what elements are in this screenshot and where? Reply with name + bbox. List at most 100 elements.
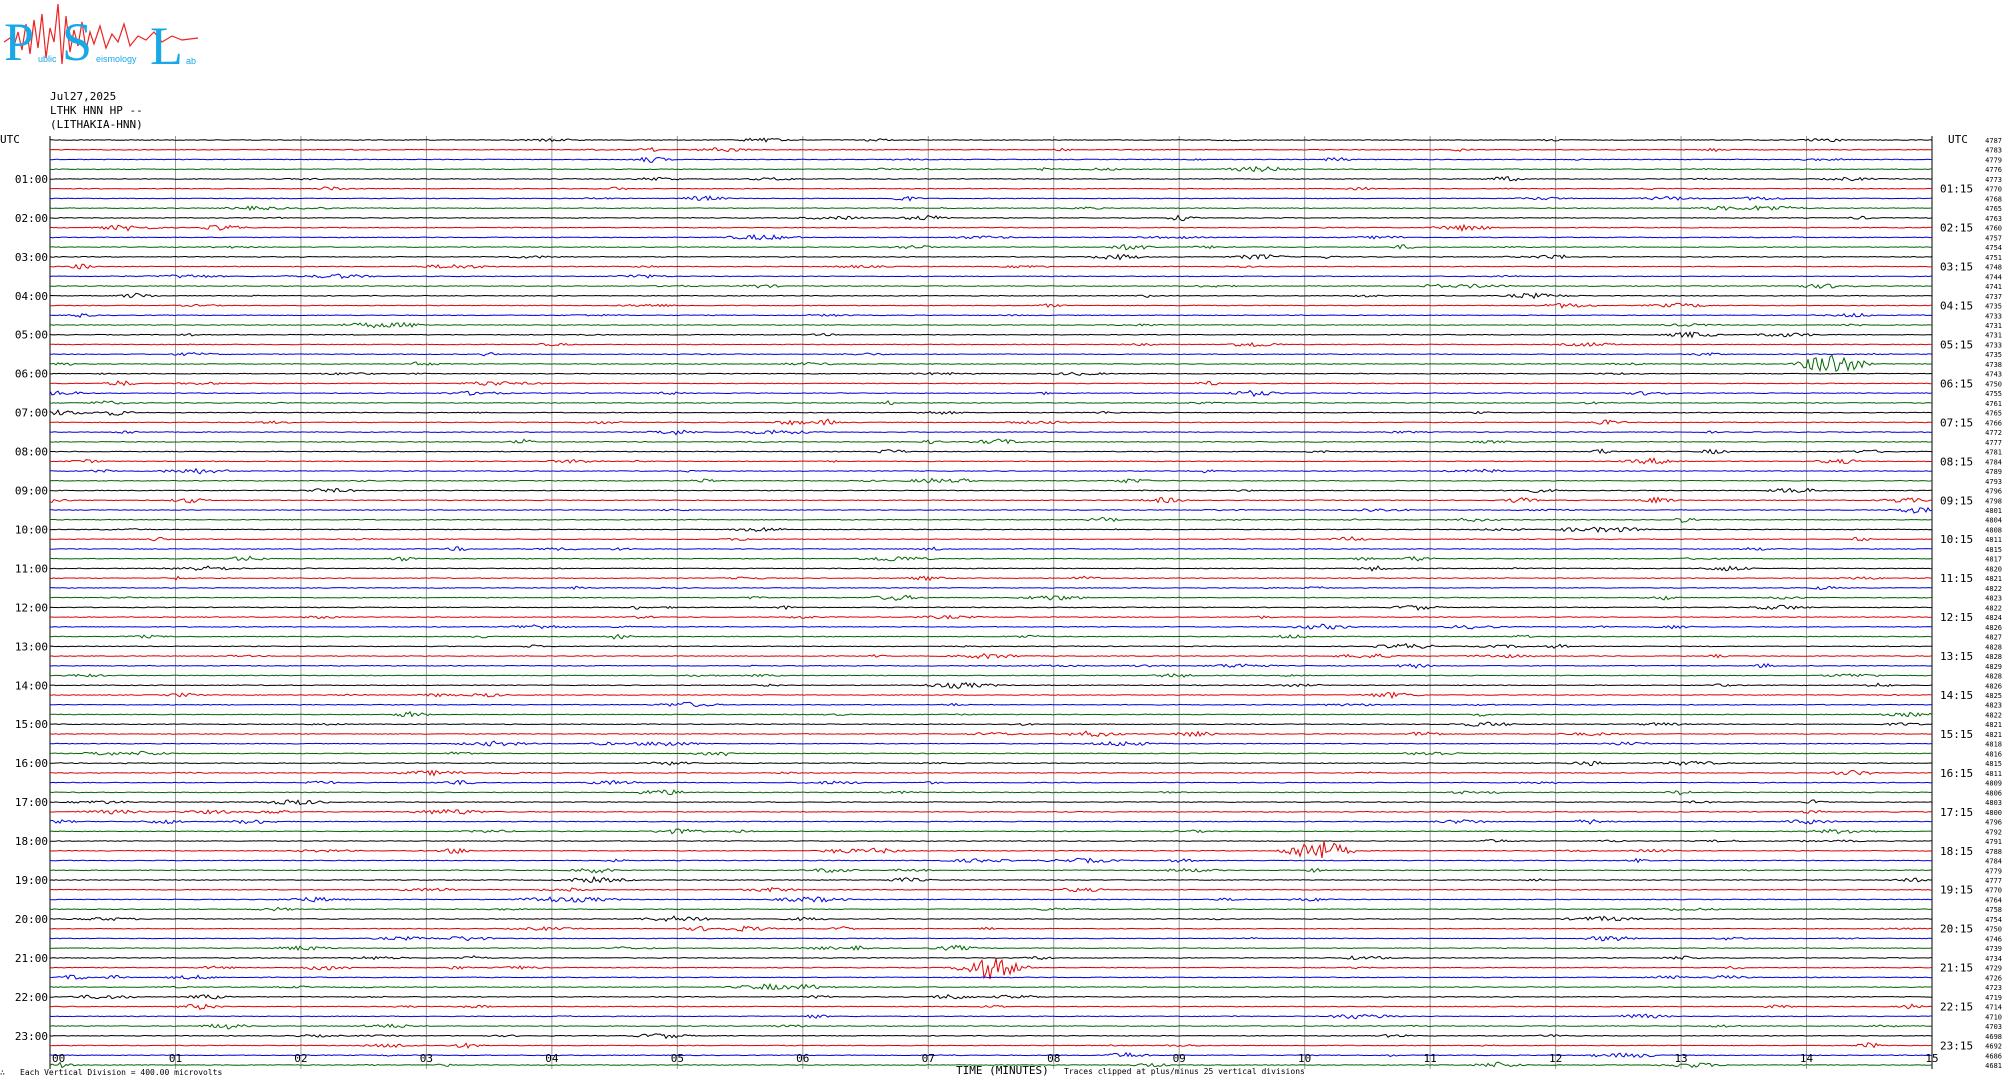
trace-green: [49, 594, 1933, 602]
trace-green: [49, 400, 1933, 406]
trace-baseline-label: 4804: [1985, 517, 2002, 525]
trace-baseline-label: 4754: [1985, 916, 2002, 924]
trace-baseline-label: 4758: [1985, 906, 2002, 914]
hour-label-right: 22:15: [1940, 1001, 1973, 1014]
trace-baseline-label: 4777: [1985, 877, 2002, 885]
logo-letter-l: L: [150, 16, 183, 68]
hour-label-left: 04:00: [15, 290, 48, 303]
corner-mark: ∴: [0, 1068, 5, 1077]
trace-black: [49, 175, 1933, 182]
hour-label-right: 05:15: [1940, 338, 1973, 351]
trace-baseline-label: 4809: [1985, 780, 2002, 788]
trace-baseline-label: 4779: [1985, 156, 2002, 164]
hour-label-right: 14:15: [1940, 689, 1973, 702]
hour-label-right: 11:15: [1940, 572, 1973, 585]
trace-blue: [49, 233, 1933, 241]
trace-baseline-label: 4698: [1985, 1033, 2002, 1041]
trace-baseline-label: 4827: [1985, 634, 2002, 642]
trace-baseline-label: 4798: [1985, 497, 2002, 505]
x-tick-label: 01: [169, 1052, 182, 1065]
trace-red: [49, 380, 1933, 387]
trace-blue: [49, 585, 1933, 590]
trace-green: [49, 750, 1933, 757]
trace-baseline-label: 4764: [1985, 896, 2002, 904]
trace-green: [49, 205, 1933, 212]
trace-baseline-label: 4686: [1985, 1052, 2002, 1060]
trace-baseline-label: 4793: [1985, 478, 2002, 486]
trace-red: [49, 730, 1933, 738]
trace-baseline-label: 4770: [1985, 887, 2002, 895]
trace-baseline-label: 4739: [1985, 945, 2002, 953]
hour-label-right: 13:15: [1940, 650, 1973, 663]
trace-black: [50, 565, 1933, 572]
trace-blue: [49, 156, 1933, 163]
trace-baseline-label: 4808: [1985, 526, 2002, 534]
trace-blue: [49, 429, 1933, 436]
trace-baseline-label: 4818: [1985, 741, 2002, 749]
trace-green: [49, 438, 1933, 445]
trace-black: [49, 1033, 1932, 1040]
trace-baseline-label: 4757: [1985, 234, 2002, 242]
hour-label-right: 21:15: [1940, 962, 1973, 975]
trace-baseline-label: 4815: [1985, 546, 2002, 554]
trace-black: [49, 642, 1932, 649]
trace-baseline-label: 4735: [1985, 351, 2002, 359]
hour-label-left: 21:00: [15, 952, 48, 965]
trace-blue: [49, 1013, 1932, 1020]
hour-label-left: 02:00: [15, 212, 48, 225]
trace-black: [49, 875, 1933, 884]
logo-letter-p: P: [4, 12, 34, 68]
hour-label-right: 07:15: [1940, 416, 1973, 429]
trace-baseline-label: 4719: [1985, 994, 2002, 1002]
trace-baseline-label: 4803: [1985, 799, 2002, 807]
trace-black: [49, 915, 1933, 922]
hour-label-right: 16:15: [1940, 767, 1973, 780]
trace-black: [49, 993, 1933, 1000]
trace-baseline-label: 4828: [1985, 673, 2002, 681]
trace-blue: [49, 352, 1933, 357]
hour-label-right: 12:15: [1940, 611, 1973, 624]
trace-baseline-label: 4821: [1985, 731, 2002, 739]
trace-baseline-label: 4681: [1985, 1062, 2002, 1070]
trace-red: [50, 808, 1933, 815]
trace-blue: [49, 662, 1933, 669]
hour-label-left: 11:00: [15, 562, 48, 575]
trace-green: [49, 633, 1933, 640]
x-tick-label: 12: [1549, 1052, 1562, 1065]
trace-baseline-label: 4760: [1985, 225, 2002, 233]
logo-letter-s: S: [62, 12, 92, 68]
trace-baseline-label: 4825: [1985, 692, 2002, 700]
trace-red: [49, 886, 1933, 893]
hour-label-right: 09:15: [1940, 494, 1973, 507]
trace-baseline-label: 4811: [1985, 770, 2002, 778]
trace-baseline-label: 4824: [1985, 614, 2002, 622]
trace-baseline-label: 4748: [1985, 264, 2002, 272]
trace-red: [49, 496, 1933, 504]
trace-baseline-label: 4770: [1985, 186, 2002, 194]
x-tick-label: 00: [52, 1052, 65, 1065]
trace-baseline-label: 4781: [1985, 449, 2002, 457]
hour-label-right: 04:15: [1940, 300, 1973, 313]
hour-label-left: 13:00: [15, 640, 48, 653]
x-tick-label: 06: [796, 1052, 809, 1065]
trace-baseline-label: 4731: [1985, 332, 2002, 340]
trace-red: [49, 1003, 1933, 1011]
header-station: LTHK HNN HP --: [50, 104, 143, 117]
trace-baseline-label: 4731: [1985, 322, 2002, 330]
trace-baseline-label: 4788: [1985, 848, 2002, 856]
trace-blue: [49, 701, 1933, 708]
trace-baseline-label: 4710: [1985, 1013, 2002, 1021]
trace-black: [50, 137, 1933, 143]
trace-blue: [49, 623, 1933, 630]
trace-blue: [49, 195, 1933, 202]
trace-red: [49, 614, 1933, 620]
trace-baseline-label: 4828: [1985, 643, 2002, 651]
trace-red: [49, 418, 1933, 426]
x-axis-label: TIME (MINUTES): [956, 1064, 1049, 1077]
trace-baseline-label: 4792: [1985, 828, 2002, 836]
hour-label-right: 17:15: [1940, 806, 1973, 819]
trace-baseline-label: 4714: [1985, 1004, 2002, 1012]
trace-baseline-label: 4776: [1985, 166, 2002, 174]
trace-baseline-label: 4765: [1985, 205, 2002, 213]
trace-green: [49, 867, 1933, 874]
